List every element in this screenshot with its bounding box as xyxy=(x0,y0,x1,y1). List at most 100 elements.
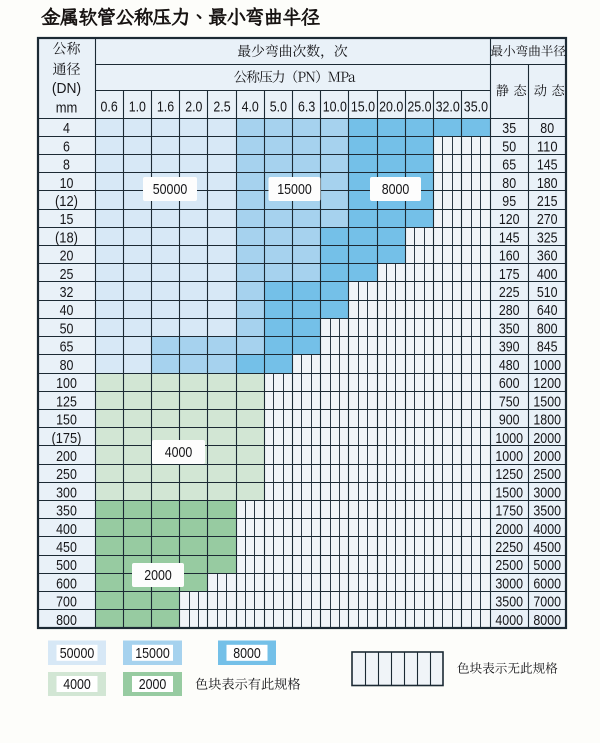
svg-text:500: 500 xyxy=(56,557,77,574)
svg-text:1500: 1500 xyxy=(533,393,561,410)
svg-text:280: 280 xyxy=(499,302,520,319)
svg-text:80: 80 xyxy=(540,120,554,137)
svg-text:350: 350 xyxy=(499,321,520,338)
svg-text:10: 10 xyxy=(60,175,74,192)
svg-text:1.6: 1.6 xyxy=(157,98,174,115)
svg-text:900: 900 xyxy=(499,412,520,429)
svg-text:390: 390 xyxy=(499,339,520,356)
svg-text:35.0: 35.0 xyxy=(464,98,488,115)
svg-text:(175): (175) xyxy=(52,430,82,447)
svg-text:1.0: 1.0 xyxy=(129,98,146,115)
svg-text:80: 80 xyxy=(60,357,74,374)
svg-text:125: 125 xyxy=(56,393,77,410)
svg-text:225: 225 xyxy=(499,284,520,301)
svg-text:350: 350 xyxy=(56,503,77,520)
svg-text:300: 300 xyxy=(56,484,77,501)
svg-text:2500: 2500 xyxy=(533,466,561,483)
svg-text:800: 800 xyxy=(537,321,558,338)
svg-text:15000: 15000 xyxy=(135,645,170,662)
svg-text:4.0: 4.0 xyxy=(242,98,259,115)
svg-text:32: 32 xyxy=(60,284,74,301)
svg-text:7000: 7000 xyxy=(533,594,561,611)
svg-text:600: 600 xyxy=(56,576,77,593)
svg-text:20.0: 20.0 xyxy=(379,98,403,115)
svg-text:1500: 1500 xyxy=(495,484,523,501)
svg-text:2000: 2000 xyxy=(495,521,523,538)
svg-text:510: 510 xyxy=(537,284,558,301)
svg-text:mm: mm xyxy=(56,101,78,117)
svg-text:50: 50 xyxy=(60,321,74,338)
svg-text:400: 400 xyxy=(56,521,77,538)
svg-text:4000: 4000 xyxy=(165,444,193,461)
svg-text:3000: 3000 xyxy=(533,484,561,501)
svg-text:250: 250 xyxy=(56,466,77,483)
svg-text:4000: 4000 xyxy=(63,676,91,693)
svg-text:845: 845 xyxy=(537,339,558,356)
svg-text:4500: 4500 xyxy=(533,539,561,556)
svg-text:8000: 8000 xyxy=(533,612,561,629)
svg-text:8000: 8000 xyxy=(382,181,410,198)
svg-text:2250: 2250 xyxy=(495,539,523,556)
svg-text:65: 65 xyxy=(60,339,74,356)
svg-text:40: 40 xyxy=(60,302,74,319)
svg-text:2000: 2000 xyxy=(533,448,561,465)
svg-text:1000: 1000 xyxy=(495,448,523,465)
svg-text:325: 325 xyxy=(537,229,558,246)
svg-text:750: 750 xyxy=(499,393,520,410)
svg-text:270: 270 xyxy=(537,211,558,228)
svg-text:35: 35 xyxy=(502,120,516,137)
svg-text:2000: 2000 xyxy=(139,676,167,693)
svg-text:400: 400 xyxy=(537,266,558,283)
svg-text:3000: 3000 xyxy=(495,576,523,593)
svg-text:2.5: 2.5 xyxy=(213,98,230,115)
svg-text:175: 175 xyxy=(499,266,520,283)
svg-text:65: 65 xyxy=(502,157,516,174)
svg-text:(DN): (DN) xyxy=(52,81,81,97)
svg-text:1250: 1250 xyxy=(495,466,523,483)
svg-text:5.0: 5.0 xyxy=(270,98,287,115)
svg-text:8: 8 xyxy=(63,157,70,174)
svg-text:4000: 4000 xyxy=(495,612,523,629)
svg-text:1800: 1800 xyxy=(533,412,561,429)
svg-text:20: 20 xyxy=(60,248,74,265)
svg-text:640: 640 xyxy=(537,302,558,319)
svg-text:25: 25 xyxy=(60,266,74,283)
svg-text:215: 215 xyxy=(537,193,558,210)
svg-text:15.0: 15.0 xyxy=(351,98,375,115)
svg-text:800: 800 xyxy=(56,612,77,629)
svg-text:2000: 2000 xyxy=(144,567,172,584)
svg-text:450: 450 xyxy=(56,539,77,556)
svg-text:1000: 1000 xyxy=(495,430,523,447)
svg-text:1000: 1000 xyxy=(533,357,561,374)
svg-text:150: 150 xyxy=(56,412,77,429)
svg-text:145: 145 xyxy=(499,229,520,246)
svg-text:200: 200 xyxy=(56,448,77,465)
svg-text:1750: 1750 xyxy=(495,503,523,520)
svg-text:6000: 6000 xyxy=(533,576,561,593)
svg-text:700: 700 xyxy=(56,594,77,611)
svg-text:8000: 8000 xyxy=(233,645,261,662)
svg-text:600: 600 xyxy=(499,375,520,392)
svg-text:120: 120 xyxy=(499,211,520,228)
svg-text:0.6: 0.6 xyxy=(101,98,118,115)
svg-text:1200: 1200 xyxy=(533,375,561,392)
svg-text:50000: 50000 xyxy=(60,645,95,662)
svg-text:3500: 3500 xyxy=(533,503,561,520)
svg-text:(18): (18) xyxy=(55,229,78,246)
svg-text:10.0: 10.0 xyxy=(323,98,347,115)
svg-text:4000: 4000 xyxy=(533,521,561,538)
svg-text:4: 4 xyxy=(63,120,70,137)
svg-text:145: 145 xyxy=(537,157,558,174)
svg-text:360: 360 xyxy=(537,248,558,265)
svg-text:180: 180 xyxy=(537,175,558,192)
svg-text:15000: 15000 xyxy=(277,181,312,198)
svg-text:2000: 2000 xyxy=(533,430,561,447)
svg-text:80: 80 xyxy=(502,175,516,192)
svg-text:(12): (12) xyxy=(55,193,78,210)
svg-text:480: 480 xyxy=(499,357,520,374)
svg-text:50: 50 xyxy=(502,138,516,155)
svg-text:6: 6 xyxy=(63,138,70,155)
svg-text:95: 95 xyxy=(502,193,516,210)
svg-text:100: 100 xyxy=(56,375,77,392)
svg-text:6.3: 6.3 xyxy=(298,98,315,115)
